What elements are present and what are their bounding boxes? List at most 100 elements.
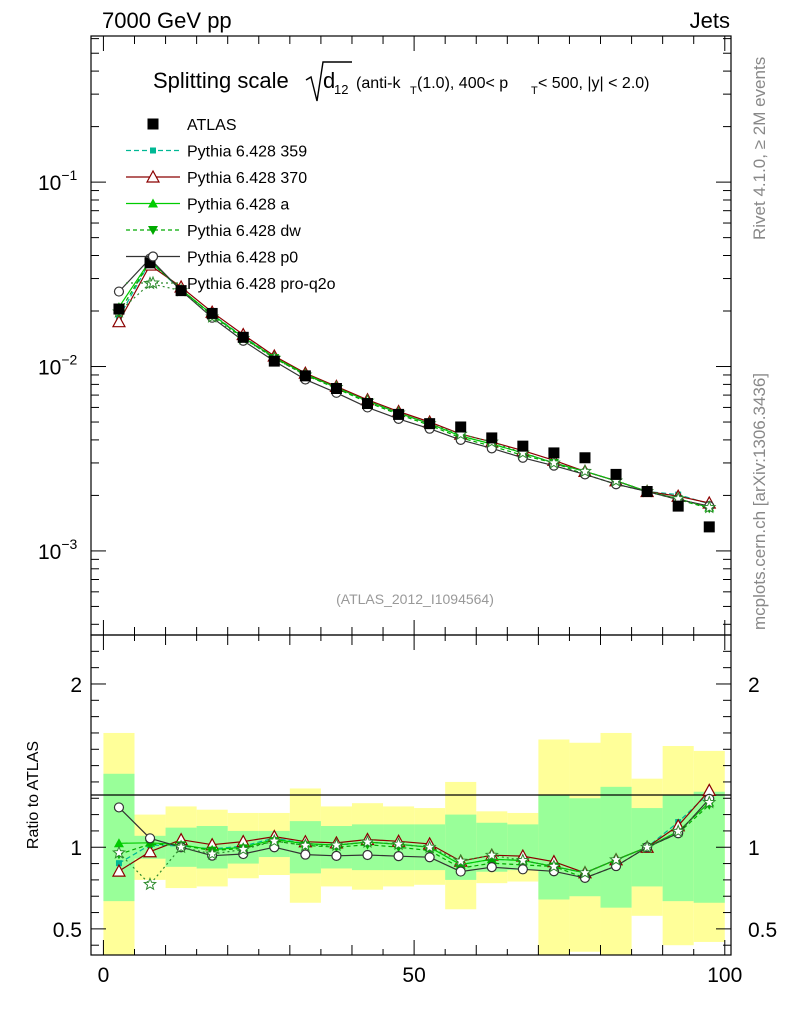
ratio-green-band [600,786,632,908]
legend-marker [146,275,160,290]
ratio-tick-label-left: 0.5 [53,919,82,942]
atlas-data-point [268,355,280,367]
ratio-point-5 [640,839,655,854]
series-line-4 [118,257,710,507]
ratio-point-5 [515,853,530,867]
ratio-point-4 [393,851,404,862]
atlas-data-point [455,421,467,433]
ratio-point-5 [608,852,624,866]
atlas-data-point [113,303,125,315]
ratio-point-5 [422,839,437,854]
ratio-point-5 [267,833,282,848]
ratio-point-5 [329,837,344,852]
header-left-label: 7000 GeV pp [102,8,232,33]
main-series-group [111,253,717,533]
series-point-4 [113,286,125,297]
ratio-frame [90,634,732,956]
ratio-tick-label-right: 1 [748,837,760,860]
series-line-1 [118,264,710,504]
ratio-point-4 [331,850,342,861]
series-point-5 [578,464,592,478]
ratio-point-5 [578,865,592,879]
chart-title: Splitting scale d 12 (anti-k T (1.0), 40… [153,61,650,102]
y-tick-exponent: −2 [61,352,77,368]
ratio-point-2 [113,838,124,848]
x-axis-ticks: 0 50 100 [98,635,742,987]
ratio-tick-label-right: 2 [748,674,760,697]
atlas-data-point [362,398,374,410]
legend-entry-label: Pythia 6.428 p0 [187,250,298,267]
ratio-point-5 [391,836,406,851]
series-point-1 [111,314,126,328]
atlas-data-point [641,486,653,498]
y-tick-exponent: −3 [61,536,77,552]
ratio-line-4 [118,798,710,879]
main-panel: 10−3 10−2 10−1 (ATLAS_2012_I1094564) Split… [38,35,732,636]
series-point-5 [546,455,561,469]
ratio-point-1 [111,863,126,877]
ratio-axis-label: Ratio to ATLAS [25,741,42,849]
ratio-point-5 [453,853,468,868]
ratio-point-5 [484,847,499,862]
ratio-point-4 [113,802,125,813]
ratio-point-5 [671,824,686,838]
atlas-data-point [517,440,529,452]
y-tick-label: 10−1 [38,167,78,195]
ratio-point-4 [300,849,311,860]
ratio-point-4 [362,849,373,861]
ratio-tick-label-left: 2 [70,674,82,697]
title-main: Splitting scale [153,68,289,93]
title-mid: (1.0), 400< p [417,75,508,92]
main-y-ticks: 10−3 10−2 10−1 [38,36,731,635]
series-line-5 [118,282,710,509]
title-var: d [323,68,335,93]
legend: ATLAS Pythia 6.428 359 Pythia 6.428 370 Pyt… [126,117,336,293]
atlas-data-point [330,383,342,395]
legend-entry-label: ATLAS [187,117,237,134]
atlas-data-point [175,285,187,297]
legend-entry-label: Pythia 6.428 pro-q2o [187,276,336,293]
ratio-point-0 [115,860,122,867]
title-var-sub: 12 [334,82,348,97]
legend-marker [150,147,156,154]
ratio-tick-label-left: 1 [70,837,82,860]
rivet-version-label: Rivet 4.1.0, ≥ 2M events [750,57,769,240]
ratio-point-4 [144,833,156,844]
ratio-panel: 0.5 0.5 1 1 2 2 0 50 100 Ratio to ATLAS [25,634,777,987]
atlas-data-point [548,447,560,459]
reference-label: (ATLAS_2012_I1094564) [336,591,494,607]
title-end: < 500, |y| < 2.0) [538,75,650,92]
atlas-data-point [144,257,156,269]
atlas-data-point [237,331,249,343]
header-right-label: Jets [690,8,730,33]
atlas-data-point [393,408,405,420]
legend-marker [148,226,158,235]
legend-marker [147,251,159,262]
atlas-data-point [299,370,311,382]
title-open: (anti-k [356,75,401,92]
ratio-point-5 [546,859,561,873]
ratio-point-5 [360,834,375,848]
ratio-point-5 [205,846,220,860]
atlas-data-point [486,432,498,444]
x-tick-label: 0 [98,964,110,987]
ratio-point-5 [142,877,157,891]
ratio-point-5 [236,842,251,856]
y-tick-exponent: −1 [61,167,77,183]
ratio-green-band [103,773,135,902]
legend-entry-label: Pythia 6.428 370 [187,170,307,187]
y-tick-label: 10−3 [38,536,78,564]
series-point-5 [702,500,717,514]
y-tick-label: 10−2 [38,352,78,380]
x-tick-label: 50 [402,964,425,987]
ratio-point-5 [298,838,313,852]
ratio-series-group [111,783,717,891]
ratio-point-4 [486,862,497,873]
ratio-point-4 [517,864,528,875]
atlas-data-point [610,468,622,480]
mcplots-credit-label: mcplots.cern.ch [arXiv:1306.3436] [750,373,769,630]
sqrt-symbol [305,61,352,102]
legend-entry-label: Pythia 6.428 359 [187,144,307,161]
x-tick-label: 100 [707,964,742,987]
